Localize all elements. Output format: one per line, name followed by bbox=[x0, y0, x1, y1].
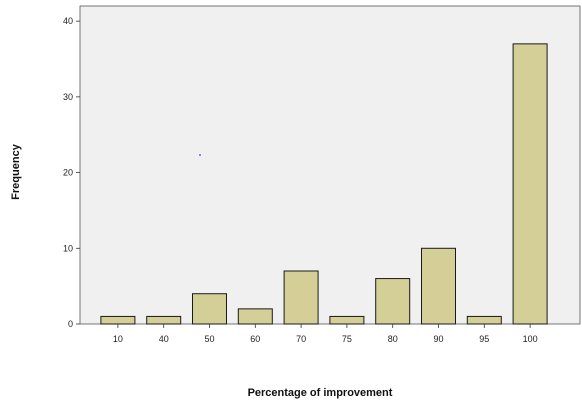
y-tick-label: 40 bbox=[63, 16, 73, 26]
x-tick-label: 50 bbox=[204, 334, 214, 344]
stray-dot bbox=[199, 154, 201, 156]
x-tick-label: 80 bbox=[388, 334, 398, 344]
bar bbox=[421, 247, 456, 325]
bar bbox=[237, 308, 273, 325]
x-tick-label: 10 bbox=[113, 334, 123, 344]
bar bbox=[146, 315, 182, 325]
x-tick-label: 70 bbox=[296, 334, 306, 344]
x-tick-label: 100 bbox=[523, 334, 538, 344]
bars-group bbox=[100, 43, 548, 325]
y-tick-label: 10 bbox=[63, 243, 73, 253]
y-axis: 0 10 20 30 40 bbox=[63, 16, 80, 329]
x-axis: 10 40 50 60 70 75 80 90 95 100 bbox=[113, 324, 538, 344]
y-tick-label: 20 bbox=[63, 168, 73, 178]
x-tick-label: 40 bbox=[159, 334, 169, 344]
bar bbox=[283, 270, 319, 325]
y-axis-title: Frequency bbox=[10, 143, 22, 200]
x-tick-label: 60 bbox=[250, 334, 260, 344]
bar bbox=[375, 278, 411, 325]
bar bbox=[100, 315, 136, 325]
bar bbox=[192, 293, 227, 325]
x-tick-label: 90 bbox=[433, 334, 443, 344]
bar bbox=[512, 43, 548, 325]
x-tick-label: 95 bbox=[479, 334, 489, 344]
bar bbox=[329, 315, 365, 325]
x-tick-label: 75 bbox=[342, 334, 352, 344]
y-tick-label: 0 bbox=[68, 319, 73, 329]
plot-area bbox=[79, 5, 581, 325]
x-axis-title: Percentage of improvement bbox=[248, 387, 393, 399]
y-tick-label: 30 bbox=[63, 92, 73, 102]
bar bbox=[466, 315, 502, 325]
